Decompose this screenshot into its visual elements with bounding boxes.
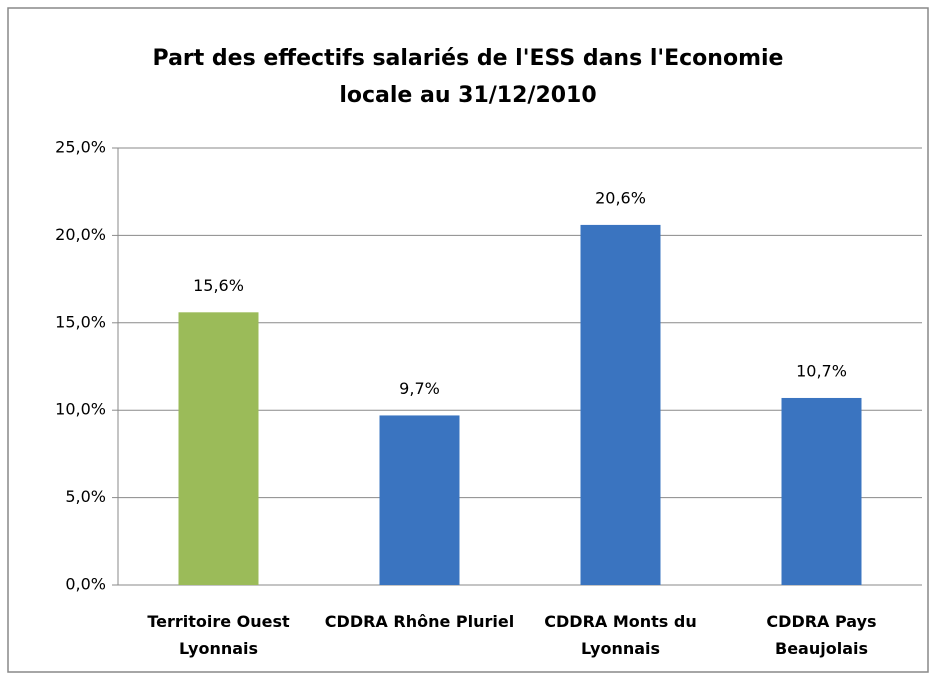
value-label: 20,6%	[595, 188, 646, 207]
value-label: 9,7%	[399, 379, 440, 398]
y-tick-label: 5,0%	[65, 487, 106, 506]
chart-title: Part des effectifs salariés de l'ESS dan…	[152, 46, 784, 108]
value-label: 10,7%	[796, 361, 847, 380]
y-tick-label: 15,0%	[55, 312, 106, 331]
x-tick-label: CDDRA Monts du Lyonnais	[544, 612, 697, 658]
y-tick-label: 25,0%	[55, 138, 106, 157]
x-tick-label: CDDRA Rhône Pluriel	[324, 612, 515, 631]
y-tick-label: 10,0%	[55, 400, 106, 419]
x-tick-label: Territoire Ouest Lyonnais	[147, 612, 290, 658]
chart-frame	[7, 7, 929, 673]
x-tick-label: CDDRA Pays Beaujolais	[766, 612, 877, 658]
value-label: 15,6%	[193, 276, 244, 295]
bar	[178, 312, 259, 585]
y-tick-label: 0,0%	[65, 575, 106, 594]
bar	[781, 397, 862, 585]
bar	[580, 224, 661, 586]
bar	[379, 415, 460, 585]
y-tick-label: 20,0%	[55, 225, 106, 244]
